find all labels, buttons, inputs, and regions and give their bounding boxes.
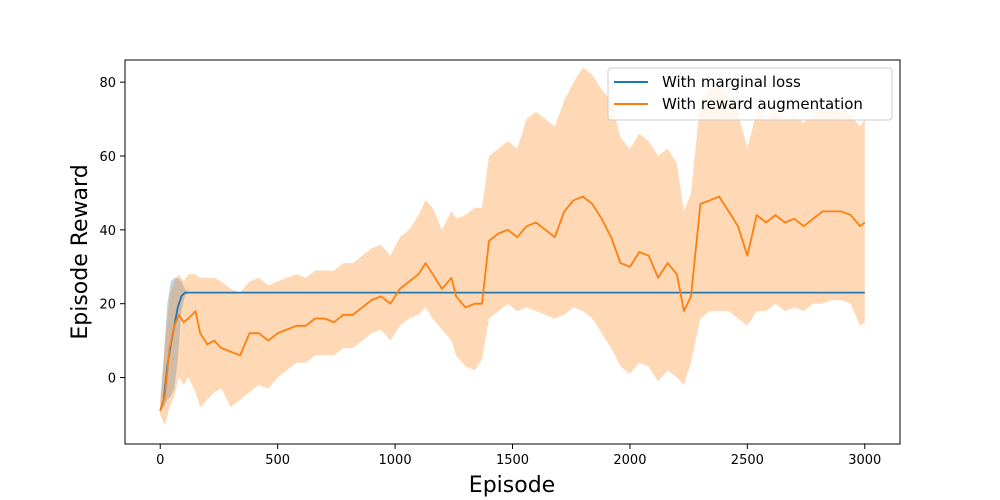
y-tick-label: 80 xyxy=(99,76,116,91)
x-axis-title: Episode xyxy=(469,473,555,498)
x-tick-label: 1500 xyxy=(496,453,529,468)
legend-label-2: With reward augmentation xyxy=(662,95,863,113)
x-tick-label: 2000 xyxy=(613,453,646,468)
x-tick-label: 0 xyxy=(156,453,164,468)
legend-box xyxy=(607,67,893,121)
y-tick-label: 40 xyxy=(99,224,116,239)
x-tick-label: 2500 xyxy=(731,453,764,468)
y-tick-label: 60 xyxy=(99,150,116,165)
legend: With marginal loss With reward augmentati… xyxy=(607,67,893,121)
confidence-bands xyxy=(160,67,865,426)
y-tick-label: 20 xyxy=(99,298,116,313)
x-tick-label: 3000 xyxy=(848,453,881,468)
x-tick-label: 500 xyxy=(265,453,290,468)
y-tick-label: 0 xyxy=(108,372,116,387)
legend-label-1: With marginal loss xyxy=(662,73,801,91)
series-lines xyxy=(159,195,866,412)
band-series-2 xyxy=(160,67,865,426)
line-series-2 xyxy=(159,195,866,412)
x-tick-label: 1000 xyxy=(379,453,412,468)
y-axis-ticks: 0 20 40 60 80 xyxy=(99,76,125,387)
x-axis-ticks: 0 500 1000 1500 2000 2500 3000 xyxy=(156,444,881,468)
y-axis-title: Episode Reward xyxy=(68,164,93,339)
